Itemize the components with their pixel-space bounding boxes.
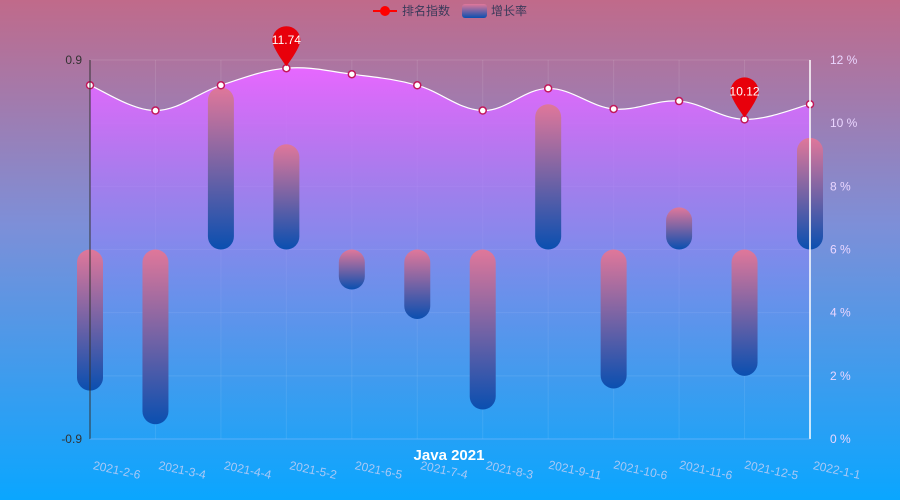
right-tick-label: 0 %: [830, 432, 851, 446]
line-series-paiming: [89, 67, 811, 120]
x-tick-label: 2021-5-2: [288, 458, 338, 482]
bar[interactable]: [142, 249, 169, 425]
right-tick-label: 4 %: [830, 306, 851, 320]
bar[interactable]: [600, 249, 627, 389]
line-area-fill: [90, 67, 810, 440]
right-tick-label: 2 %: [830, 369, 851, 383]
markpoint-pin[interactable]: 11.74: [272, 26, 301, 67]
chart-title: Java 2021: [414, 447, 485, 464]
markpoint-shape: [272, 26, 301, 67]
bar[interactable]: [535, 104, 562, 250]
legend-label-bar: 增长率: [491, 3, 527, 18]
bar[interactable]: [404, 249, 431, 319]
x-tick-label: 2021-11-6: [678, 458, 734, 483]
x-tick-label: 2021-10-6: [612, 458, 669, 483]
bar-series-zengzhanglv: [77, 87, 823, 425]
line-point[interactable]: [674, 96, 684, 106]
line-point[interactable]: [151, 106, 160, 115]
x-tick-label: 2022-1-1: [812, 458, 862, 482]
left-axis-ticks: 0.9 -0.9: [61, 53, 82, 446]
right-tick-label: 10 %: [830, 116, 858, 130]
line-point[interactable]: [347, 69, 357, 79]
markpoint-label: 10.12: [730, 84, 760, 98]
x-tick-label: 2021-3-4: [157, 458, 207, 482]
bar[interactable]: [469, 249, 496, 410]
legend-item-bar[interactable]: 增长率: [462, 3, 527, 18]
line-point[interactable]: [216, 81, 226, 90]
x-tick-label: 2021-4-4: [223, 458, 273, 482]
x-tick-label: 2021-2-6: [92, 458, 142, 482]
right-tick-label: 8 %: [830, 179, 851, 193]
bar[interactable]: [207, 87, 234, 250]
legend-item-line[interactable]: 排名指数: [373, 3, 450, 18]
line-point[interactable]: [609, 104, 618, 114]
x-tick-label: 2021-8-3: [485, 458, 535, 482]
line-points: [85, 63, 815, 124]
bar[interactable]: [273, 144, 300, 250]
x-tick-label: 2021-6-5: [354, 458, 404, 482]
left-tick-label-bottom: -0.9: [61, 432, 82, 446]
line-point[interactable]: [478, 106, 487, 115]
x-tick-label: 2021-12-5: [743, 458, 800, 483]
bar[interactable]: [731, 249, 758, 376]
line-point[interactable]: [413, 81, 422, 90]
markpoint-pin[interactable]: 10.12: [730, 77, 760, 118]
right-tick-label: 6 %: [830, 243, 851, 257]
markpoint-label: 11.74: [272, 33, 301, 47]
bar[interactable]: [666, 207, 693, 250]
right-tick-label: 12 %: [830, 53, 858, 67]
legend-label-line: 排名指数: [402, 3, 450, 18]
bar[interactable]: [338, 249, 365, 290]
line-point[interactable]: [543, 84, 553, 93]
x-tick-label: 2021-9-11: [547, 458, 603, 483]
left-tick-label-top: 0.9: [65, 53, 82, 67]
markpoints: 11.74 10.12: [272, 26, 760, 118]
right-axis-ticks: 0 % 2 % 4 % 6 % 8 % 10 % 12 %: [830, 53, 858, 446]
markpoint-shape: [730, 77, 759, 118]
legend: 排名指数 增长率: [373, 3, 527, 18]
